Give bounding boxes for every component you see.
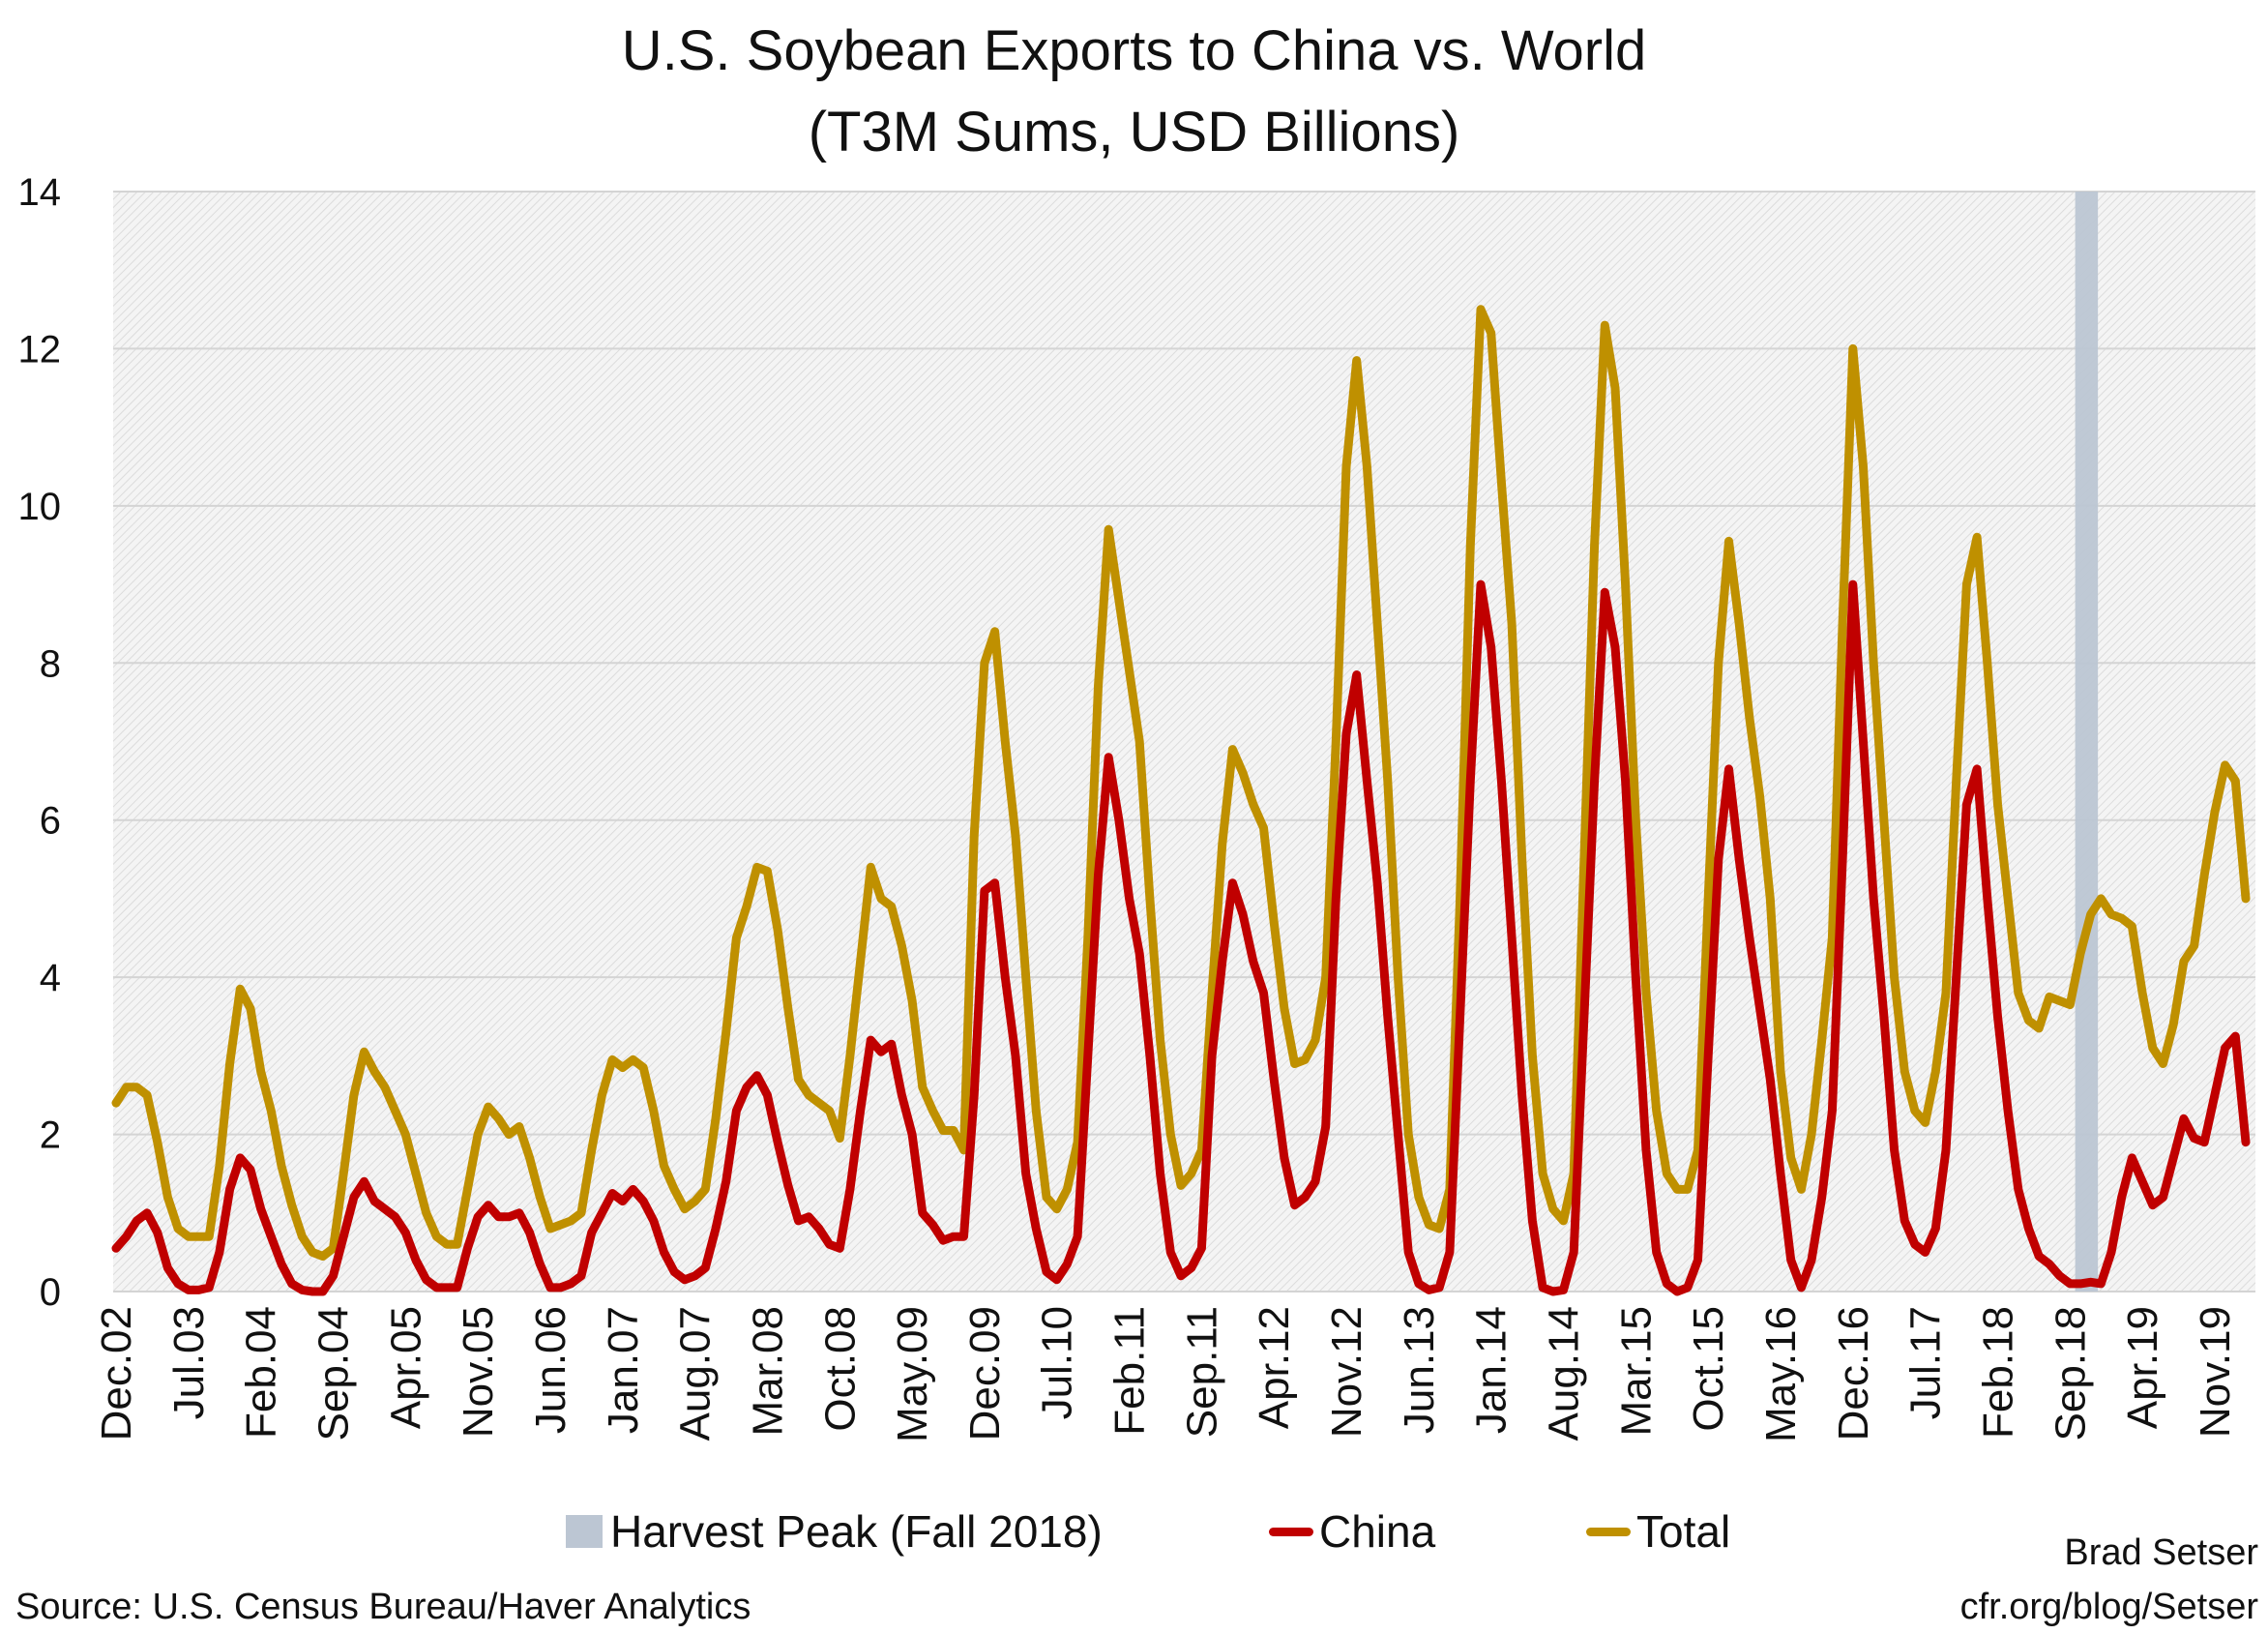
- legend-item-total: Total: [1586, 1505, 1730, 1558]
- x-tick-label: May.09: [889, 1306, 936, 1442]
- legend-swatch-china: [1269, 1527, 1313, 1536]
- y-tick-label: 8: [40, 642, 61, 685]
- series-line-total: [111, 305, 2251, 1261]
- x-tick-label: Nov.19: [2192, 1306, 2239, 1438]
- chart-title: U.S. Soybean Exports to China vs. World: [621, 19, 1647, 82]
- x-tick-label: Jul.10: [1034, 1306, 1081, 1419]
- series-line-china: [111, 579, 2251, 1296]
- x-tick-label: Jan.14: [1468, 1306, 1516, 1434]
- x-tick-label: Aug.14: [1541, 1306, 1588, 1441]
- x-tick-label: Apr.19: [2119, 1306, 2166, 1429]
- y-tick-label: 2: [40, 1114, 61, 1157]
- x-tick-label: Nov.05: [455, 1306, 502, 1438]
- x-tick-label: Aug.07: [672, 1306, 720, 1441]
- x-tick-label: May.16: [1757, 1306, 1805, 1442]
- legend-label-total: Total: [1636, 1506, 1731, 1557]
- chart-subtitle: (T3M Sums, USD Billions): [808, 101, 1460, 163]
- y-tick-label: 14: [18, 171, 62, 214]
- x-tick-label: Sep.04: [309, 1306, 357, 1441]
- y-tick-label: 0: [40, 1271, 61, 1314]
- author-url: cfr.org/blog/Setser: [1959, 1587, 2258, 1627]
- x-tick-label: Jan.07: [600, 1306, 647, 1434]
- x-tick-label: Sep.18: [2047, 1306, 2094, 1441]
- x-tick-label: Mar.08: [744, 1306, 791, 1437]
- x-tick-label: Dec.02: [93, 1306, 140, 1441]
- x-tick-label: Apr.05: [382, 1306, 429, 1429]
- x-tick-label: Jun.13: [1396, 1306, 1443, 1434]
- x-tick-label: Apr.12: [1251, 1306, 1298, 1429]
- x-tick-label: Jul.03: [165, 1306, 213, 1419]
- y-tick-label: 12: [18, 328, 62, 371]
- x-tick-label: Mar.15: [1612, 1306, 1660, 1437]
- legend-label-china: China: [1319, 1506, 1436, 1557]
- x-tick-label: Feb.04: [238, 1306, 285, 1439]
- x-tick-label: Feb.11: [1106, 1306, 1154, 1436]
- y-tick-label: 6: [40, 800, 61, 843]
- highlight-band-harvest-peak: [2075, 192, 2099, 1292]
- legend-swatch-total: [1586, 1527, 1631, 1536]
- x-tick-label: Sep.11: [1178, 1306, 1225, 1438]
- legend-item-china: China: [1269, 1505, 1435, 1558]
- legend-item-harvest: Harvest Peak (Fall 2018): [566, 1505, 1103, 1558]
- x-tick-label: Oct.15: [1685, 1306, 1732, 1432]
- plot-area: [113, 192, 2255, 1292]
- x-tick-label: Feb.18: [1974, 1306, 2021, 1439]
- x-tick-label: Dec.09: [961, 1306, 1009, 1441]
- x-tick-label: Jun.06: [527, 1306, 574, 1434]
- x-tick-label: Jul.17: [1902, 1306, 1950, 1419]
- source-note: Source: U.S. Census Bureau/Haver Analyti…: [15, 1587, 751, 1627]
- y-tick-label: 10: [18, 486, 62, 528]
- x-tick-label: Oct.08: [816, 1306, 864, 1432]
- author-credit: Brad Setser: [2064, 1532, 2258, 1573]
- y-tick-label: 4: [40, 957, 61, 999]
- legend-label-harvest: Harvest Peak (Fall 2018): [610, 1506, 1103, 1557]
- x-tick-label: Nov.12: [1323, 1306, 1370, 1438]
- legend-swatch-harvest: [566, 1515, 603, 1548]
- x-tick-label: Dec.16: [1830, 1306, 1877, 1441]
